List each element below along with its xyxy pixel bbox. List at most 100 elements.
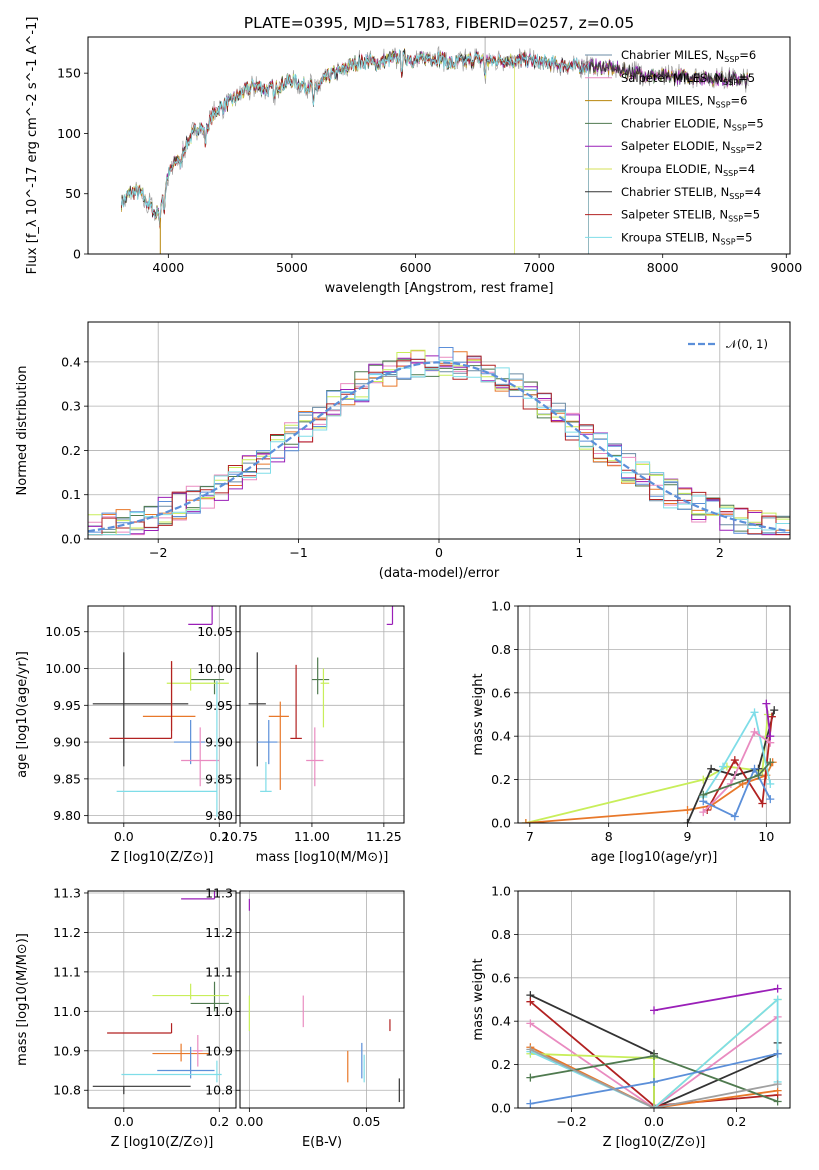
legend-label-text: Chabrier MILES, N — [621, 48, 724, 62]
errorbar-point-7 — [181, 727, 220, 787]
axes-frame — [517, 605, 791, 824]
x-tick-label: 0.0 — [644, 1114, 664, 1129]
errorbar-point-2 — [152, 983, 229, 1000]
errorbar-point-1 — [311, 657, 330, 695]
axes-weight-vs-Z: −0.2 0.0 0.2 0.0 0.2 0.4 0.6 0.8 1.0 Z [log10(Z/Z… — [471, 884, 791, 1150]
y-tick-label: 0.0 — [491, 1101, 511, 1116]
legend-label-text: Salpeter ELODIE, N — [621, 139, 731, 153]
weight-line-9 — [530, 1048, 778, 1108]
y-tick-label: 10.9 — [205, 1043, 233, 1058]
y-tick-label: 9.80 — [53, 808, 81, 823]
errorbar-point-6 — [257, 720, 278, 765]
weight-marker — [750, 764, 759, 773]
histogram-5 — [88, 349, 790, 535]
y-tick-label: 0.1 — [61, 487, 81, 502]
legend-label-subscript: SSP — [732, 123, 747, 132]
y-tick-label: 10.9 — [53, 1043, 81, 1058]
legend-label-value: =4 — [744, 185, 761, 199]
errorbar-point-0 — [386, 606, 394, 625]
x-tick-label: 2 — [716, 545, 724, 560]
y-tick-label: 11.1 — [53, 964, 81, 979]
y-tick-label: 0.2 — [491, 772, 511, 787]
errorbar-point-8 — [116, 681, 218, 818]
legend-label-subscript: SSP — [721, 237, 736, 246]
y-tick-label: 1.0 — [491, 884, 511, 899]
x-axis-label: (data-model)/error — [379, 566, 500, 581]
x-tick-label: 10.75 — [222, 829, 258, 844]
x-tick-label: 0.2 — [209, 1114, 229, 1129]
weight-marker — [730, 756, 739, 765]
errorbar-point-7 — [306, 727, 324, 787]
legend-label-4: Salpeter ELODIE, NSSP=2 — [621, 139, 763, 155]
chart-title: PLATE=0395, MJD=51783, FIBERID=0257, z=0… — [244, 14, 634, 32]
x-tick-label: −2 — [149, 545, 167, 560]
y-axis-label: age [log10(age/yr)] — [15, 651, 30, 778]
histogram-8 — [88, 360, 790, 536]
legend-label-subscript: SSP — [716, 101, 731, 110]
legend-label-value: =5 — [747, 116, 764, 130]
x-tick-label: 0.0 — [114, 829, 134, 844]
y-axis-label: mass weight — [471, 958, 486, 1040]
normal-reference-curve — [88, 361, 788, 533]
x-tick-label: −1 — [289, 545, 307, 560]
axes-frame — [239, 605, 405, 824]
y-tick-label: 0.2 — [491, 1057, 511, 1072]
y-tick-label: 0.6 — [491, 970, 511, 985]
axes-frame — [87, 36, 791, 255]
weight-line-7 — [702, 766, 772, 818]
weight-marker — [707, 764, 716, 773]
x-tick-label: 4000 — [152, 260, 184, 275]
weight-marker — [758, 799, 767, 808]
x-axis-label: Z [log10(Z/Z⊙)] — [111, 850, 214, 865]
plot-area-residuals — [88, 322, 790, 539]
legend-label-text: Salpeter MILES, N — [621, 71, 723, 85]
histogram-6 — [88, 347, 790, 535]
plot-area-weight-vs-age — [518, 606, 790, 823]
weight-marker — [766, 779, 775, 788]
weight-line-6 — [530, 997, 779, 1108]
legend-label-6: Chabrier STELIB, NSSP=4 — [621, 185, 761, 201]
y-tick-label: 50 — [65, 186, 81, 201]
legend-label-2: Kroupa MILES, NSSP=6 — [621, 94, 747, 110]
x-tick-label: 8000 — [647, 260, 679, 275]
weight-marker — [683, 819, 692, 823]
weight-marker — [773, 984, 782, 993]
axes-weight-vs-age: 7 8 9 10 0.0 0.2 0.4 0.6 0.8 1.0 age [log10(age/yr… — [471, 599, 791, 865]
plot-area-spectrum — [121, 37, 750, 254]
weight-marker — [650, 1104, 658, 1108]
weight-marker — [754, 771, 763, 780]
legend-label-subscript: SSP — [728, 215, 743, 224]
y-tick-label: 0 — [73, 247, 81, 262]
x-axis-label: wavelength [Angstrom, rest frame] — [325, 281, 554, 296]
axes-frame — [87, 605, 237, 824]
x-tick-label: 10 — [758, 829, 774, 844]
x-tick-label: 7 — [526, 829, 534, 844]
x-tick-label: 0.05 — [353, 1114, 381, 1129]
weight-marker — [773, 1097, 782, 1106]
axes-spectrum: 4000 5000 6000 7000 8000 9000 0 50 100 150 wavelen… — [25, 14, 802, 296]
errorbar-point-8 — [260, 761, 272, 792]
errorbar-point-4 — [152, 1043, 210, 1062]
legend-label-subscript: SSP — [723, 78, 738, 87]
axes-mass-vs-Z: 0.0 0.2 10.8 10.9 11.0 11.1 11.2 11.3 Z [log10(Z… — [15, 885, 237, 1150]
x-tick-label: 11.00 — [294, 829, 330, 844]
weight-marker — [773, 995, 782, 1004]
legend-label-value: =5 — [736, 230, 753, 244]
legend-label-3: Chabrier ELODIE, NSSP=5 — [621, 116, 764, 132]
y-tick-label: 0.8 — [491, 927, 511, 942]
y-tick-label: 9.95 — [205, 698, 233, 713]
y-tick-label: 0.2 — [61, 443, 81, 458]
y-tick-label: 150 — [57, 66, 81, 81]
errorbar-point-3 — [107, 1023, 173, 1034]
legend: 𝒩(0, 1) — [688, 337, 768, 351]
y-tick-label: 0.4 — [61, 354, 81, 369]
y-tick-label: 11.1 — [205, 964, 233, 979]
weight-marker — [650, 1006, 658, 1015]
y-tick-label: 11.0 — [53, 1004, 81, 1019]
weight-marker — [770, 706, 779, 715]
x-tick-label: 8 — [605, 829, 613, 844]
weight-line-0 — [653, 987, 778, 1012]
x-tick-label: 0.0 — [114, 1114, 134, 1129]
x-axis-label: mass [log10(M/M⊙)] — [256, 850, 389, 865]
errorbar-point-7 — [193, 1035, 203, 1067]
